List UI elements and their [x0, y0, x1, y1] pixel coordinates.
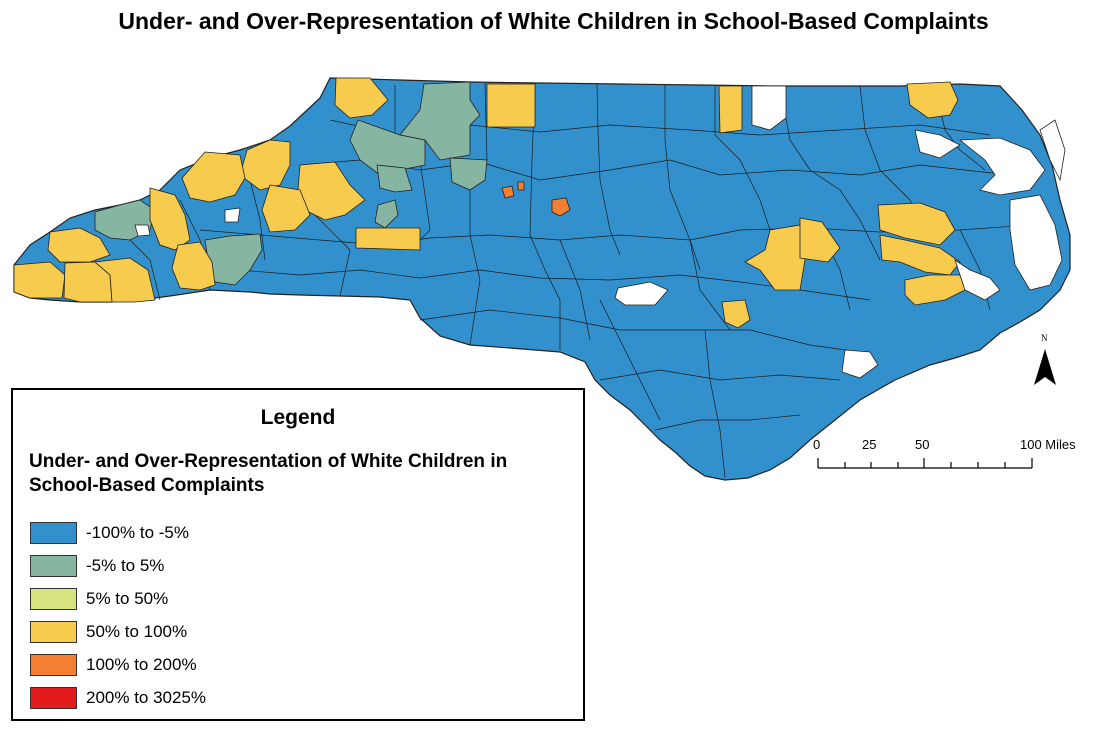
- north-arrow-icon: [1034, 349, 1056, 385]
- counties-50-to-100: [13, 77, 966, 329]
- legend-label: 50% to 100%: [86, 622, 188, 641]
- legend: Legend Under- and Over-Representation of…: [11, 388, 585, 721]
- legend-swatch: [30, 621, 77, 643]
- scale-label-25: 25: [862, 437, 877, 452]
- map-title: Under- and Over-Representation of White …: [118, 8, 989, 34]
- counties-no-data: [134, 85, 1063, 379]
- legend-heading: Legend: [260, 406, 336, 429]
- scale-label-0: 0: [813, 437, 821, 452]
- legend-label: 100% to 200%: [86, 655, 197, 674]
- legend-label: -100% to -5%: [86, 523, 189, 542]
- counties-100-to-200: [501, 181, 571, 217]
- scale-label-50: 50: [915, 437, 930, 452]
- north-label: N: [1041, 333, 1048, 343]
- legend-swatch: [30, 687, 77, 709]
- scale-label-100: 100 Miles: [1020, 437, 1076, 452]
- legend-swatch: [30, 588, 77, 610]
- legend-swatch: [30, 522, 77, 544]
- legend-swatch: [30, 555, 77, 577]
- legend-label: -5% to 5%: [86, 556, 165, 575]
- coastal-sounds: [954, 119, 1066, 301]
- legend-swatch: [30, 654, 77, 676]
- counties-minus5-to-5: [94, 81, 488, 286]
- legend-subtitle: Under- and Over-Representation of White …: [29, 451, 508, 496]
- legend-label: 5% to 50%: [86, 589, 169, 608]
- legend-label: 200% to 3025%: [86, 688, 207, 707]
